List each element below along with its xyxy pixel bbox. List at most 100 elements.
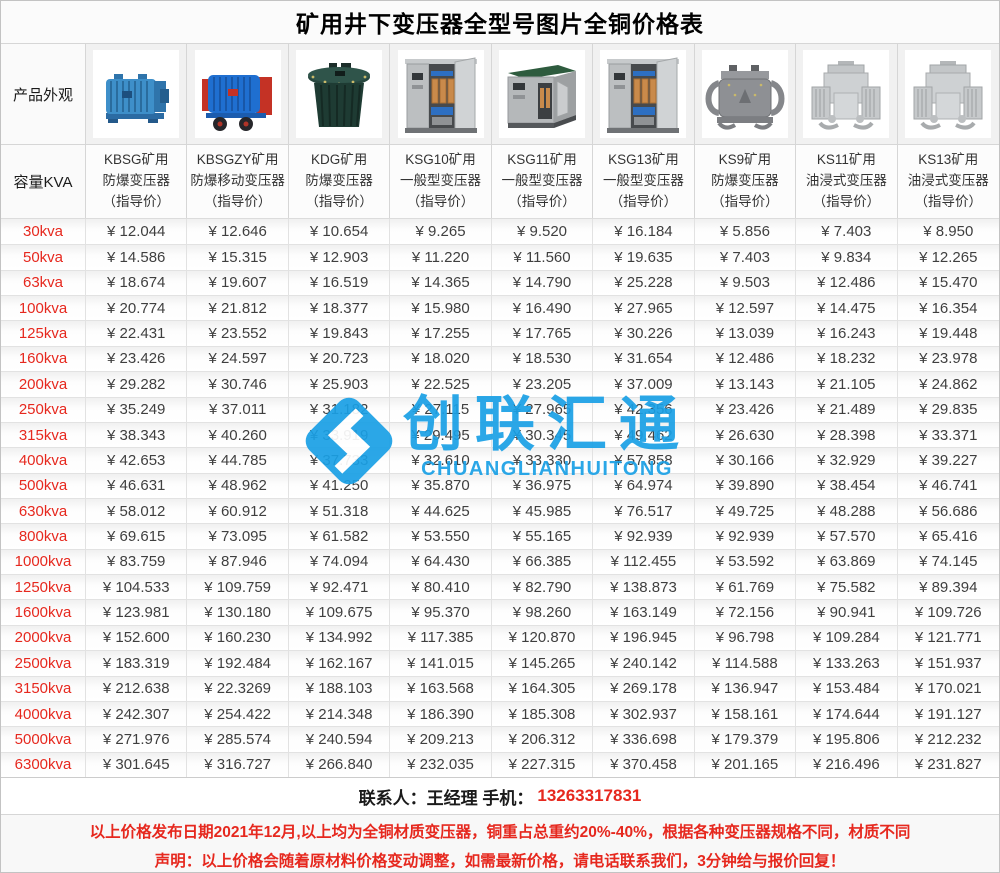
price-cell: ¥ 231.827 xyxy=(914,756,982,774)
model-header-row: 容量KVA KBSG矿用 防爆变压器 （指导价） KBSGZY矿用 防爆移动变压器 （指… xyxy=(1,144,999,218)
capacity-label: 63kva xyxy=(1,270,86,296)
price-cell: ¥ 75.582 xyxy=(796,575,898,600)
capacity-label: 1600kva xyxy=(1,600,86,625)
price-cell: ¥ 12.597 xyxy=(695,296,797,321)
price-cell: ¥ 37.733 xyxy=(289,448,391,473)
price-cell: ¥ 53.550 xyxy=(390,524,492,549)
price-cell: ¥ 164.305 xyxy=(492,676,594,701)
table-row: 1250kva ¥ 104.533 ¥ 109.759 ¥ 92.471 ¥ 80.41… xyxy=(1,574,999,600)
price-cell: ¥ 18.377 xyxy=(289,296,391,321)
price-cell: ¥ 22.3269 xyxy=(187,676,289,701)
price-cell: ¥ 12.646 xyxy=(187,219,289,245)
price-cell: ¥ 29.495 xyxy=(390,422,492,448)
price-cell: ¥ 7.403 xyxy=(695,245,797,270)
price-cell: ¥ 27.965 xyxy=(593,296,695,321)
price-cell: ¥ 242.307 xyxy=(86,701,188,727)
price-cell: ¥ 8.950 xyxy=(923,223,974,241)
price-cell: ¥ 31.654 xyxy=(593,346,695,372)
price-cell: ¥ 206.312 xyxy=(492,727,594,752)
price-cell: ¥ 46.631 xyxy=(86,473,188,498)
price-cell: ¥ 209.213 xyxy=(390,727,492,752)
price-cell: ¥ 254.422 xyxy=(187,701,289,727)
price-cell: ¥ 114.588 xyxy=(695,651,797,676)
price-cell: ¥ 30.166 xyxy=(695,448,797,473)
price-cell: ¥ 63.869 xyxy=(796,549,898,575)
product-photo-ksg13 xyxy=(593,44,695,144)
price-cell: ¥ 37.009 xyxy=(593,372,695,397)
price-cell: ¥ 60.912 xyxy=(187,498,289,524)
price-cell: ¥ 23.205 xyxy=(492,372,594,397)
product-photo-ks13 xyxy=(897,44,999,144)
price-cell: ¥ 370.458 xyxy=(593,752,695,777)
price-cell: ¥ 9.265 xyxy=(390,219,492,245)
price-cell: ¥ 56.686 xyxy=(919,502,978,520)
price-cell: ¥ 123.981 xyxy=(86,600,188,625)
price-cell: ¥ 57.858 xyxy=(593,448,695,473)
price-cell: ¥ 55.165 xyxy=(492,524,594,549)
price-cell: ¥ 10.654 xyxy=(289,219,391,245)
price-cell: ¥ 170.021 xyxy=(914,680,982,698)
price-cell: ¥ 214.348 xyxy=(289,701,391,727)
price-cell: ¥ 16.243 xyxy=(796,321,898,346)
price-cell: ¥ 19.607 xyxy=(187,270,289,296)
price-cell: ¥ 21.812 xyxy=(187,296,289,321)
capacity-label: 30kva xyxy=(1,219,86,245)
capacity-label: 1000kva xyxy=(1,549,86,575)
product-photo-ks11 xyxy=(796,44,898,144)
price-cell: ¥ 92.939 xyxy=(695,524,797,549)
price-cell: ¥ 35.249 xyxy=(86,397,188,422)
price-cell: ¥ 21.105 xyxy=(796,372,898,397)
price-cell: ¥ 16.354 xyxy=(919,299,978,317)
price-cell: ¥ 30.345 xyxy=(492,422,594,448)
table-row: 6300kva ¥ 301.645 ¥ 316.727 ¥ 266.840 ¥ 232.… xyxy=(1,751,999,777)
table-row: 315kva ¥ 38.343 ¥ 40.260 ¥ 33.919 ¥ 29.495 ¥ … xyxy=(1,421,999,448)
price-cell: ¥ 38.343 xyxy=(86,422,188,448)
gray-loop-radiator-transformer-icon xyxy=(701,50,788,138)
column-header-kbsgzy: KBSGZY矿用 防爆移动变压器 （指导价） xyxy=(187,145,289,218)
price-cell: ¥ 12.044 xyxy=(86,219,188,245)
price-cell: ¥ 16.184 xyxy=(593,219,695,245)
price-cell: ¥ 336.698 xyxy=(593,727,695,752)
price-cell: ¥ 61.769 xyxy=(695,575,797,600)
price-cell: ¥ 25.228 xyxy=(593,270,695,296)
price-cell: ¥ 136.947 xyxy=(695,676,797,701)
price-cell: ¥ 151.937 xyxy=(914,654,982,672)
price-cell: ¥ 61.582 xyxy=(289,524,391,549)
price-cell: ¥ 186.390 xyxy=(390,701,492,727)
price-cell: ¥ 36.975 xyxy=(492,473,594,498)
price-cell: ¥ 92.939 xyxy=(593,524,695,549)
price-cell: ¥ 39.890 xyxy=(695,473,797,498)
price-cell: ¥ 41.250 xyxy=(289,473,391,498)
price-cell: ¥ 39.227 xyxy=(919,451,978,469)
price-cell: ¥ 185.308 xyxy=(492,701,594,727)
price-cell: ¥ 18.232 xyxy=(796,346,898,372)
price-cell: ¥ 158.161 xyxy=(695,701,797,727)
price-cell: ¥ 112.455 xyxy=(593,549,695,575)
capacity-label: 800kva xyxy=(1,524,86,549)
price-cell: ¥ 24.597 xyxy=(187,346,289,372)
price-cell: ¥ 269.178 xyxy=(593,676,695,701)
capacity-label: 6300kva xyxy=(1,752,86,777)
price-cell: ¥ 109.284 xyxy=(796,625,898,651)
price-cell: ¥ 69.615 xyxy=(86,524,188,549)
price-cell: ¥ 212.638 xyxy=(86,676,188,701)
price-cell: ¥ 19.843 xyxy=(289,321,391,346)
price-cell: ¥ 5.856 xyxy=(695,219,797,245)
table-row: 63kva ¥ 18.674 ¥ 19.607 ¥ 16.519 ¥ 14.365 ¥ 1… xyxy=(1,269,999,296)
price-cell: ¥ 27.965 xyxy=(492,397,594,422)
table-row: 630kva ¥ 58.012 ¥ 60.912 ¥ 51.318 ¥ 44.625 ¥ … xyxy=(1,497,999,524)
disclaimer-line-2: 声明：以上价格会随着原材料价格变动调整，如需最新价格，请电话联系我们，3分钟给与… xyxy=(154,852,846,870)
column-header-kdg: KDG矿用 防爆变压器 （指导价） xyxy=(288,145,391,218)
price-cell: ¥ 183.319 xyxy=(86,651,188,676)
price-cell: ¥ 24.862 xyxy=(919,375,978,393)
price-cell: ¥ 109.759 xyxy=(187,575,289,600)
price-cell: ¥ 12.486 xyxy=(695,346,797,372)
price-cell: ¥ 12.265 xyxy=(919,249,978,267)
gray-oil-immersed-transformer-icon xyxy=(905,50,992,138)
price-cell: ¥ 9.503 xyxy=(695,270,797,296)
product-photo-kdg xyxy=(288,44,391,144)
capacity-label: 630kva xyxy=(1,498,86,524)
price-cell: ¥ 22.431 xyxy=(86,321,188,346)
price-cell: ¥ 21.489 xyxy=(796,397,898,422)
